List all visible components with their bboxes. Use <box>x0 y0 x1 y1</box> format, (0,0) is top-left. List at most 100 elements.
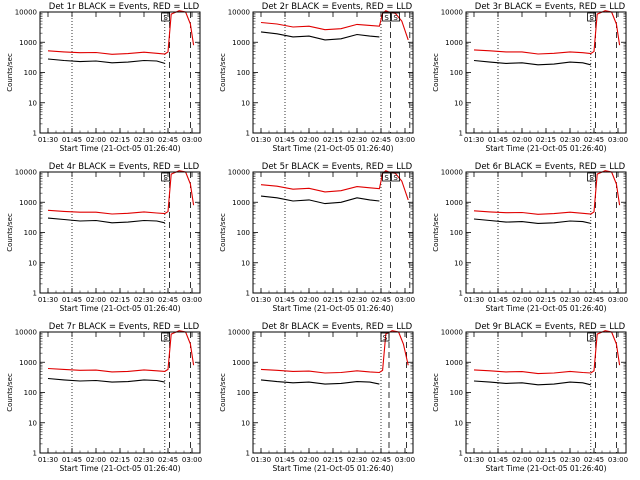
x-tick-label: 02:45 <box>371 296 391 304</box>
x-tick-label: 03:00 <box>395 136 415 144</box>
y-tick-label: 10000 <box>15 9 37 17</box>
chart-title: Det 2r BLACK = Events, RED = LLD <box>262 2 413 12</box>
x-tick-label: 02:30 <box>560 296 580 304</box>
y-tick-label: 10 <box>454 99 463 107</box>
annotation-label: S <box>384 174 389 182</box>
x-tick-label: 03:00 <box>395 296 415 304</box>
chart-title: Det 8r BLACK = Events, RED = LLD <box>262 322 413 332</box>
y-axis-label: Counts/sec <box>432 213 440 252</box>
x-tick-label: 02:45 <box>584 456 604 464</box>
y-tick-label: 1 <box>459 450 463 458</box>
y-tick-label: 100 <box>24 229 37 237</box>
chart-title: Det 9r BLACK = Events, RED = LLD <box>475 322 626 332</box>
y-tick-label: 1000 <box>19 359 37 367</box>
x-tick-label: 02:30 <box>134 456 154 464</box>
y-tick-label: 1 <box>33 290 37 298</box>
detector-panel-7: Det 7r BLACK = Events, RED = LLD S 1 10 100 1… <box>6 322 202 473</box>
y-tick-label: 1000 <box>445 199 463 207</box>
x-tick-label: 02:30 <box>347 296 367 304</box>
x-tick-label: 03:00 <box>395 456 415 464</box>
x-tick-label: 02:30 <box>134 136 154 144</box>
x-tick-label: 02:30 <box>560 456 580 464</box>
x-tick-label: 02:15 <box>536 296 556 304</box>
y-tick-label: 10000 <box>441 169 463 177</box>
y-tick-label: 100 <box>450 229 463 237</box>
detector-panel-1: Det 1r BLACK = Events, RED = LLD S 1 10 100 1… <box>6 2 202 153</box>
annotation-label: S <box>393 14 398 22</box>
y-tick-label: 1 <box>33 450 37 458</box>
plot-frame <box>252 11 414 134</box>
events-series-line <box>260 31 380 41</box>
y-tick-label: 1 <box>459 290 463 298</box>
y-tick-label: 10 <box>28 419 37 427</box>
x-tick-label: 02:45 <box>584 296 604 304</box>
y-tick-label: 10 <box>454 259 463 267</box>
plot-frame <box>465 11 627 134</box>
x-tick-label: 02:00 <box>299 136 319 144</box>
detector-panel-8: Det 8r BLACK = Events, RED = LLD S 1 10 100 1… <box>219 322 415 473</box>
annotation-box <box>161 332 171 342</box>
x-tick-label: 02:30 <box>134 296 154 304</box>
y-tick-label: 10000 <box>15 169 37 177</box>
x-tick-label: 02:15 <box>536 456 556 464</box>
x-tick-label: 01:30 <box>38 456 58 464</box>
x-tick-label: 01:30 <box>38 136 58 144</box>
y-tick-label: 10 <box>241 99 250 107</box>
x-tick-label: 01:45 <box>62 296 82 304</box>
y-axis-label: Counts/sec <box>432 53 440 92</box>
annotation-box <box>587 172 597 182</box>
y-tick-label: 1 <box>246 130 250 138</box>
events-series-line <box>47 217 165 224</box>
x-axis-label: Start Time (21-Oct-05 01:26:40) <box>272 464 393 473</box>
lld-series-line <box>473 170 621 215</box>
annotation-box <box>382 12 392 22</box>
x-tick-label: 03:00 <box>182 296 202 304</box>
events-series-line <box>260 195 380 205</box>
annotation-box <box>161 12 171 22</box>
y-tick-label: 1000 <box>232 199 250 207</box>
x-tick-label: 03:00 <box>608 136 628 144</box>
y-axis-label: Counts/sec <box>219 53 227 92</box>
x-axis-label: Start Time (21-Oct-05 01:26:40) <box>272 304 393 313</box>
y-axis-label: Counts/sec <box>6 213 14 252</box>
x-tick-label: 01:45 <box>488 456 508 464</box>
plot-frame <box>39 331 201 454</box>
annotation-label: S <box>384 14 389 22</box>
x-tick-label: 02:00 <box>86 136 106 144</box>
x-tick-label: 02:45 <box>158 296 178 304</box>
x-tick-label: 01:45 <box>275 296 295 304</box>
lld-series-line <box>473 330 621 375</box>
y-tick-label: 100 <box>24 389 37 397</box>
x-axis-label: Start Time (21-Oct-05 01:26:40) <box>59 144 180 153</box>
x-tick-label: 02:15 <box>323 136 343 144</box>
annotation-label: S <box>163 174 168 182</box>
events-series-line <box>473 218 591 224</box>
x-tick-label: 02:30 <box>560 136 580 144</box>
annotation-box <box>587 12 597 22</box>
annotation-box <box>161 172 171 182</box>
x-axis-label: Start Time (21-Oct-05 01:26:40) <box>485 464 606 473</box>
detector-panel-9: Det 9r BLACK = Events, RED = LLD S 1 10 100 1… <box>432 322 628 473</box>
x-tick-label: 01:45 <box>62 456 82 464</box>
y-tick-label: 1000 <box>19 39 37 47</box>
x-tick-label: 02:15 <box>110 296 130 304</box>
y-axis-label: Counts/sec <box>6 373 14 412</box>
plot-frame <box>39 171 201 294</box>
x-axis-label: Start Time (21-Oct-05 01:26:40) <box>485 144 606 153</box>
y-tick-label: 10000 <box>441 329 463 337</box>
y-tick-label: 1000 <box>445 39 463 47</box>
x-tick-label: 02:15 <box>323 296 343 304</box>
detector-panel-2: Det 2r BLACK = Events, RED = LLD S S 1 10 100… <box>219 2 415 153</box>
annotation-label: S <box>589 14 594 22</box>
events-series-line <box>47 58 165 64</box>
y-tick-label: 10 <box>241 259 250 267</box>
annotation-label: S <box>393 174 398 182</box>
plot-frame <box>39 11 201 134</box>
x-tick-label: 02:45 <box>584 136 604 144</box>
x-tick-label: 02:15 <box>110 456 130 464</box>
x-tick-label: 02:00 <box>512 136 532 144</box>
annotation-label: S <box>163 14 168 22</box>
y-tick-label: 10000 <box>228 329 250 337</box>
y-tick-label: 1 <box>246 450 250 458</box>
